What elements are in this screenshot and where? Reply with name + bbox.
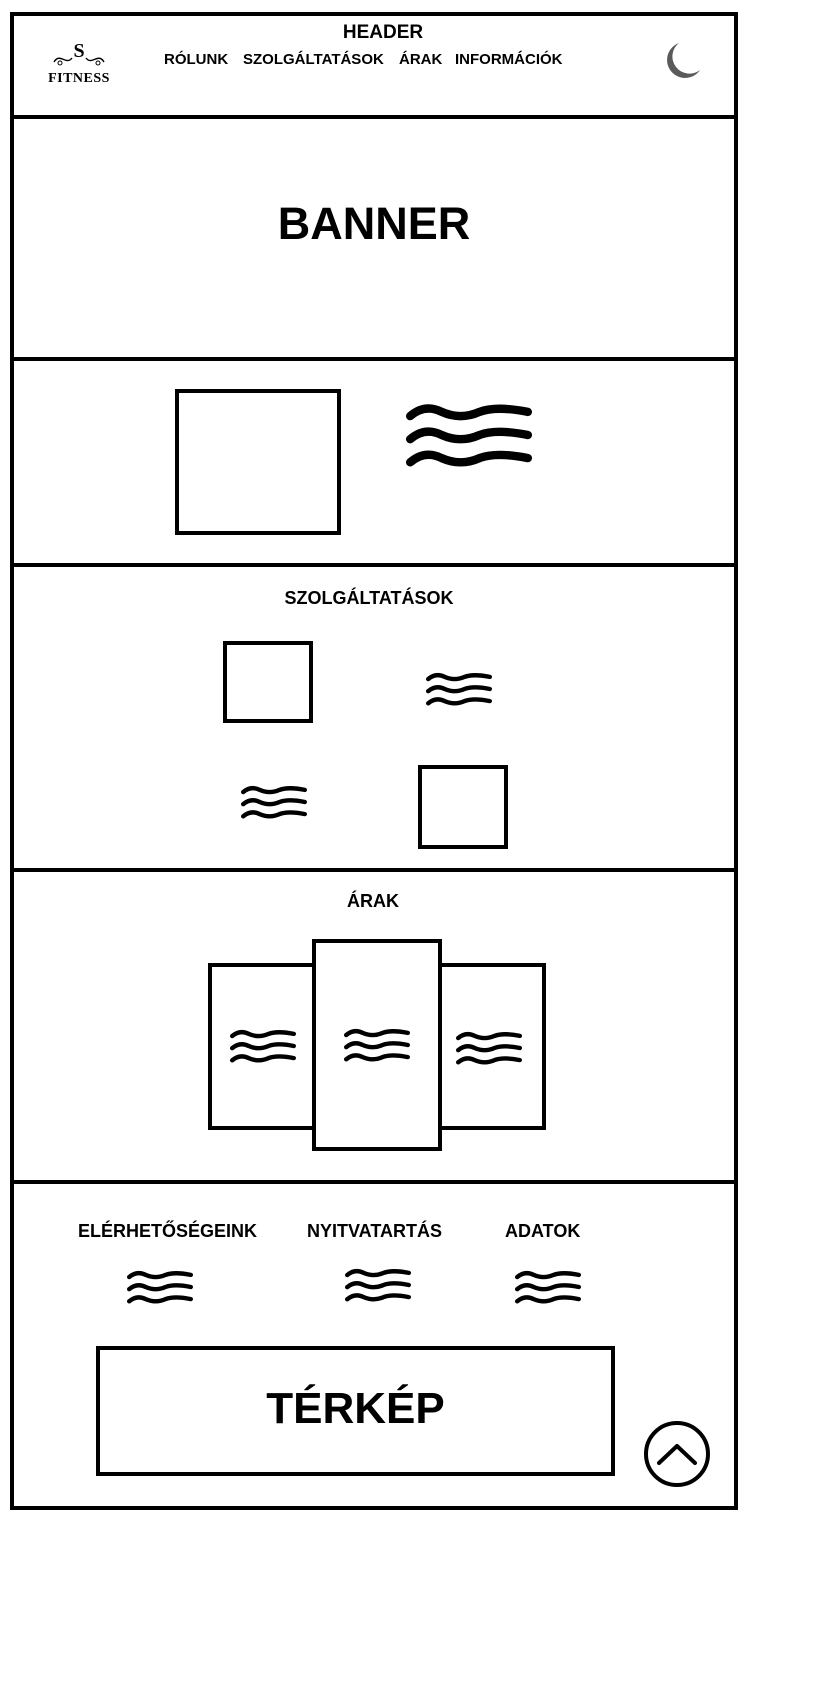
service-image-placeholder [223,641,313,723]
banner-label: BANNER [277,198,471,249]
service-text-placeholder [241,782,307,822]
map-label: TÉRKÉP [266,1384,445,1433]
price-card[interactable] [208,963,316,1130]
footer-info-text-placeholder [515,1266,581,1308]
logo-ornament-icon [53,57,105,66]
price-card-text-placeholder [230,1026,296,1066]
nav-rolunk[interactable]: RÓLUNK [164,51,229,68]
nav-informaciok[interactable]: INFORMÁCIÓK [455,51,563,68]
moon-icon[interactable] [660,40,704,82]
logo-name: FITNESS [48,71,110,86]
section-divider [10,563,738,567]
page-frame [10,12,738,1510]
nav-szolgaltatasok[interactable]: SZOLGÁLTATÁSOK [243,51,384,68]
footer-info-title: ADATOK [505,1221,581,1241]
price-card-featured[interactable] [312,939,442,1151]
service-text-placeholder [426,669,492,709]
about-image-placeholder [175,389,341,535]
service-image-placeholder [418,765,508,849]
footer-contacts-title: ELÉRHETŐSÉGEINK [78,1221,258,1241]
map-placeholder[interactable]: TÉRKÉP [96,1346,615,1476]
about-text-placeholder [406,397,532,473]
price-card-text-placeholder [456,1028,522,1068]
price-card-text-placeholder [344,1025,410,1065]
nav-arak[interactable]: ÁRAK [399,51,443,68]
section-divider [10,357,738,361]
chevron-up-icon[interactable] [643,1420,713,1488]
header-title: HEADER [342,22,424,43]
prices-title: ÁRAK [347,891,399,911]
footer-hours-text-placeholder [345,1264,411,1306]
section-divider [10,115,738,119]
logo-monogram: S [73,40,85,62]
logo[interactable]: S FITNESS [46,40,112,90]
price-card[interactable] [438,963,546,1130]
section-divider [10,868,738,872]
section-divider [10,1180,738,1184]
footer-contacts-text-placeholder [127,1266,193,1308]
services-title: SZOLGÁLTATÁSOK [284,588,454,608]
footer-hours-title: NYITVATARTÁS [307,1221,442,1241]
